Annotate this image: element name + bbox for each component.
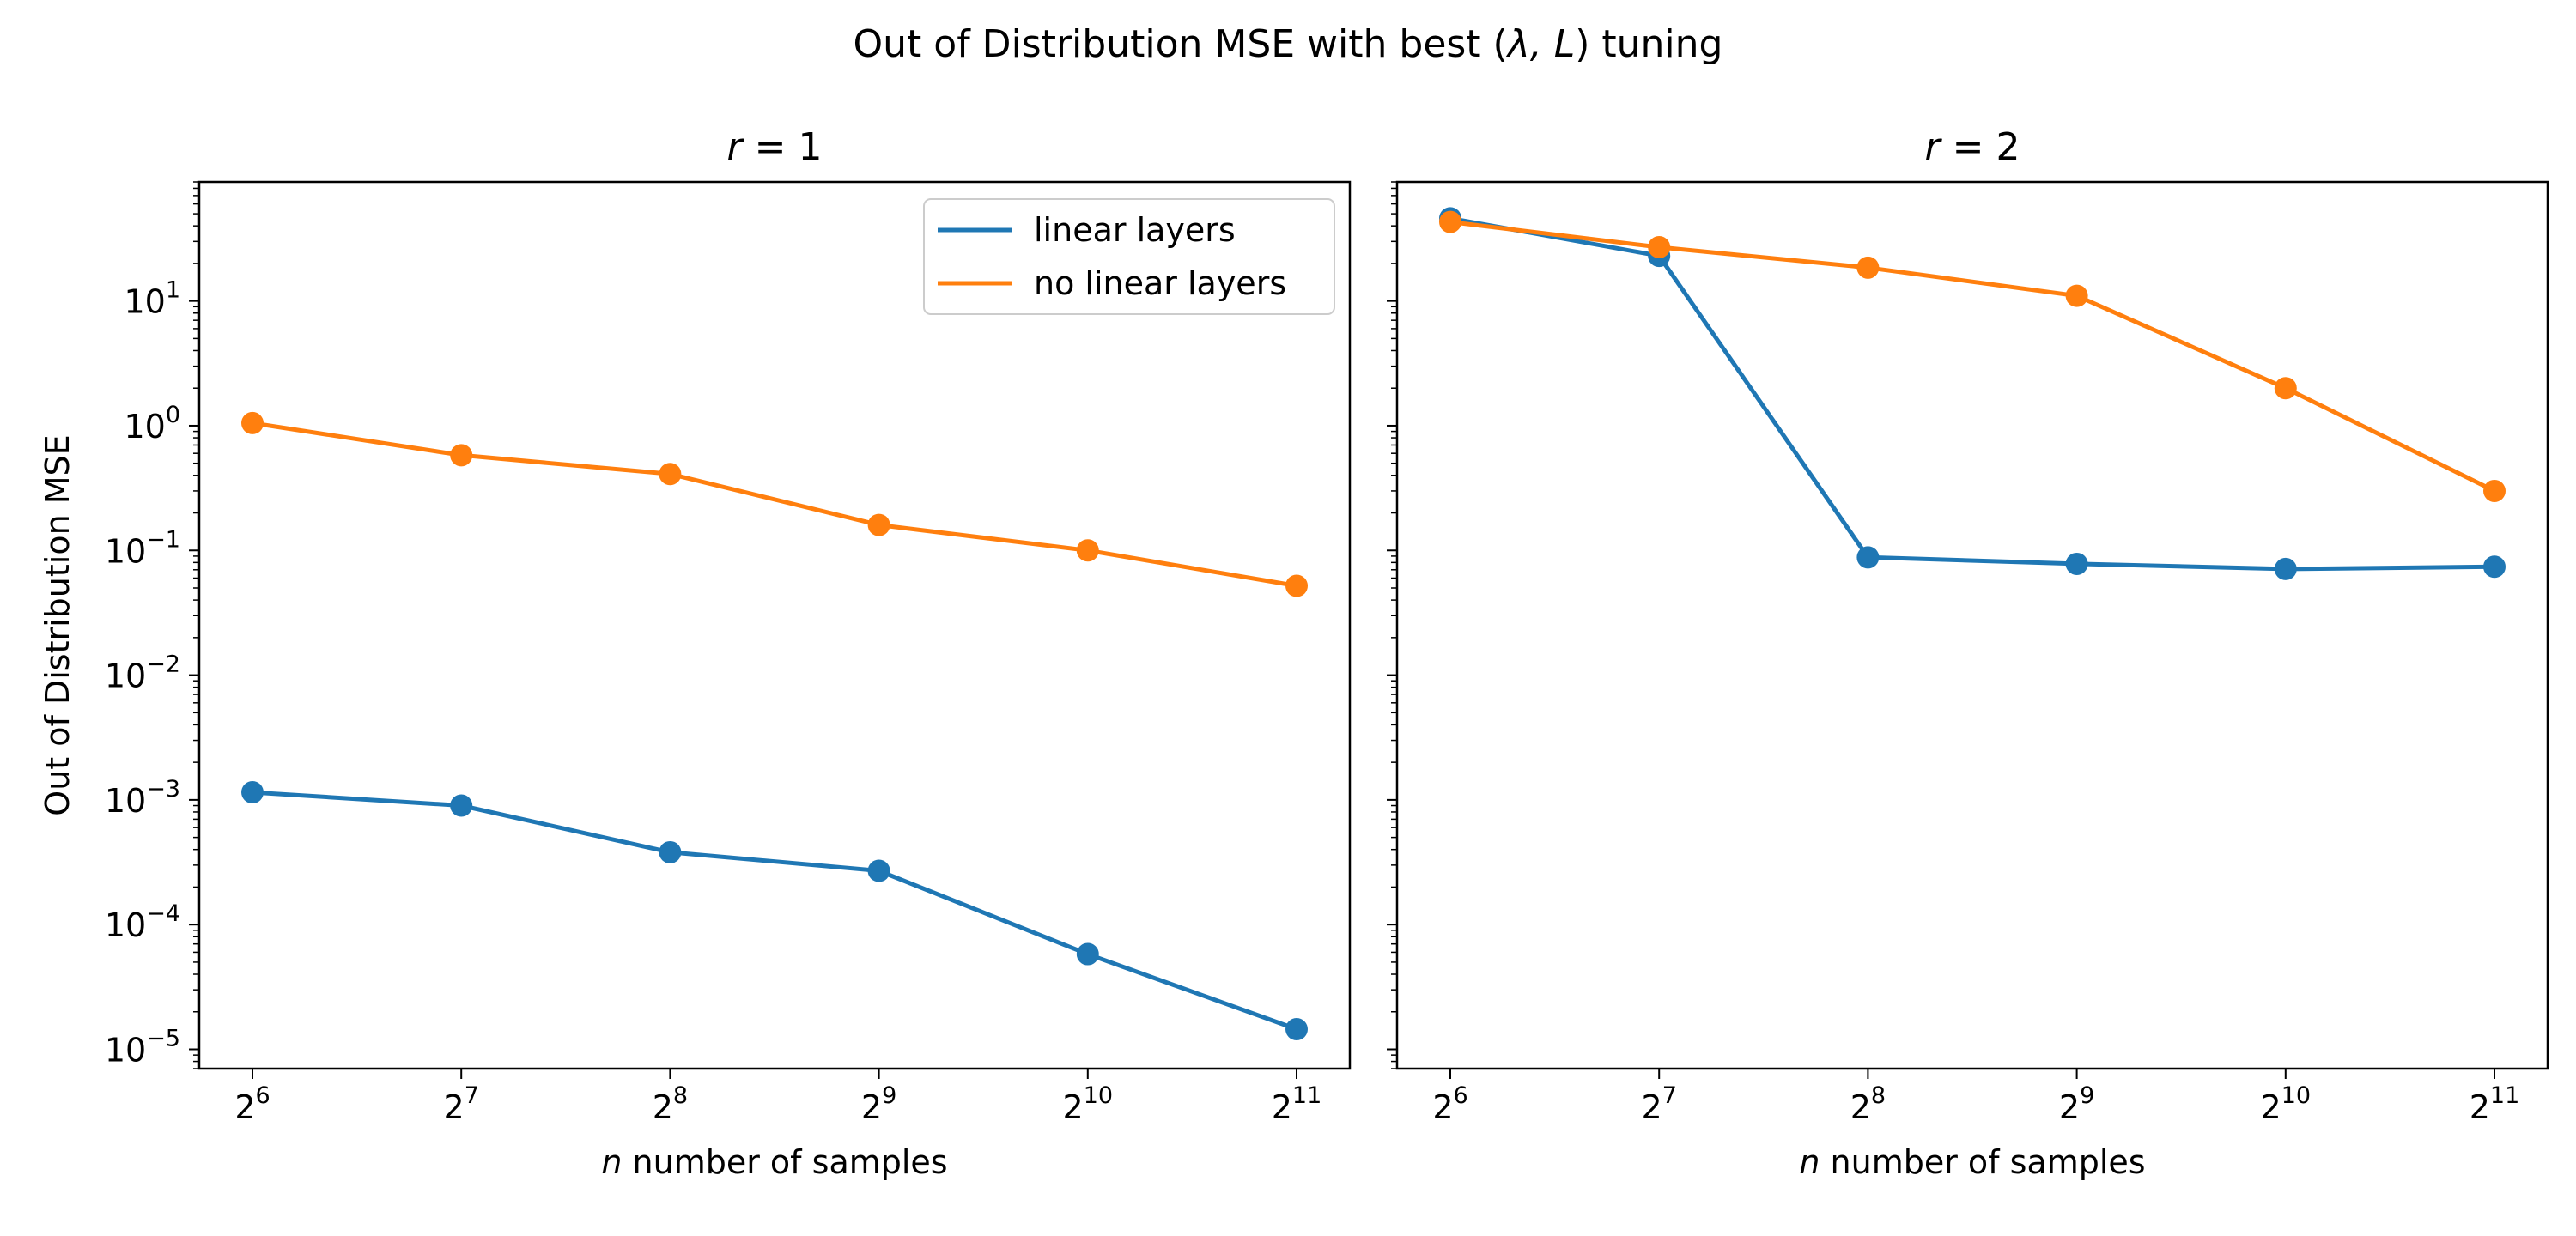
subplot-title-value: = 1 xyxy=(743,125,823,169)
series-linear-layers xyxy=(1439,207,2506,580)
data-point xyxy=(2483,479,2506,502)
x-tick-label: 26 xyxy=(1432,1082,1467,1126)
x-tick-label: 27 xyxy=(444,1082,479,1126)
x-tick-label: 26 xyxy=(234,1082,270,1126)
y-tick-label: 100 xyxy=(124,402,180,445)
series-line xyxy=(252,790,1297,1032)
data-point xyxy=(1856,546,1880,569)
y-tick-label: 101 xyxy=(124,277,180,321)
axes-frame xyxy=(1395,180,2549,1070)
series-line xyxy=(252,421,1297,588)
data-point xyxy=(867,513,890,536)
series-line xyxy=(1449,215,2495,572)
x-tick-label: 210 xyxy=(1063,1082,1114,1126)
data-point xyxy=(241,411,264,434)
x-tick-label: 211 xyxy=(1272,1082,1322,1126)
data-point xyxy=(450,444,473,467)
y-tick-label: 10−4 xyxy=(105,900,180,944)
data-point xyxy=(2065,552,2088,575)
x-tick-label: 29 xyxy=(2059,1082,2094,1126)
subplot-r2: r = 2 26 27 28 29 210 211 n number of samples xyxy=(1387,125,2549,1181)
y-tick-label: 10−3 xyxy=(105,776,180,820)
legend-box xyxy=(923,198,1335,315)
x-tick-label: 28 xyxy=(1850,1082,1886,1126)
x-tick-label: 211 xyxy=(2470,1082,2520,1126)
data-point xyxy=(2274,377,2297,400)
figure-title-suffix: ) tuning xyxy=(1575,22,1722,66)
subplot-title: r = 1 xyxy=(727,125,823,169)
data-point xyxy=(1285,1018,1308,1041)
y-tick-label: 10−2 xyxy=(105,651,180,695)
data-point xyxy=(1648,235,1671,258)
y-tick-label: 10−1 xyxy=(105,526,180,570)
data-point xyxy=(659,840,682,863)
y-tick-label: 10−5 xyxy=(105,1025,180,1069)
x-tick-label: 27 xyxy=(1642,1082,1677,1126)
figure-title: Out of Distribution MSE with best (λ, L)… xyxy=(854,22,1723,66)
data-point xyxy=(1856,256,1880,279)
data-point xyxy=(1285,574,1308,597)
subplot-title: r = 2 xyxy=(1925,125,2020,169)
series-no-linear-layers xyxy=(1439,210,2506,502)
subplot-title-var: r xyxy=(1925,125,1943,169)
data-point xyxy=(241,781,264,804)
series-no-linear-layers xyxy=(241,411,1308,597)
data-point xyxy=(659,463,682,486)
data-point xyxy=(1439,210,1461,233)
subplot-title-var: r xyxy=(727,125,745,169)
subplot-title-value: = 2 xyxy=(1941,125,2020,169)
x-axis-label: n number of samples xyxy=(601,1143,947,1181)
data-point xyxy=(2274,557,2297,580)
series-linear-layers xyxy=(241,781,1308,1041)
legend-label: linear layers xyxy=(1034,211,1236,249)
data-point xyxy=(450,794,473,817)
axes-frame xyxy=(197,180,1352,1070)
figure-title-symbols: λ, L xyxy=(1506,22,1576,66)
subplot-r1: r = 1 26 27 28 29 210 211 101 100 10−1 10−2 10−3 10−… xyxy=(39,125,1352,1181)
data-point xyxy=(1076,942,1099,966)
legend: linear layers no linear layers xyxy=(923,198,1335,315)
x-tick-label: 29 xyxy=(861,1082,896,1126)
series-line xyxy=(1449,220,2496,494)
data-point xyxy=(2065,284,2088,307)
legend-label: no linear layers xyxy=(1034,264,1286,302)
x-tick-label: 210 xyxy=(2261,1082,2312,1126)
x-tick-label: 28 xyxy=(653,1082,688,1126)
y-axis-label: Out of Distribution MSE xyxy=(39,434,76,815)
data-point xyxy=(2483,555,2506,579)
data-point xyxy=(1076,539,1099,562)
data-point xyxy=(867,859,890,882)
x-axis-label: n number of samples xyxy=(1799,1143,2145,1181)
figure-title-prefix: Out of Distribution MSE with best ( xyxy=(854,22,1508,66)
